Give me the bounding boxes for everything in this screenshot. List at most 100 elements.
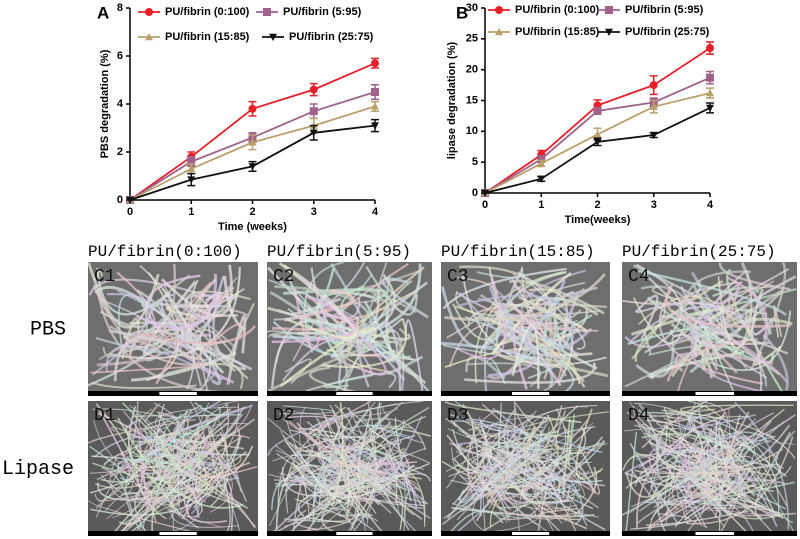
fiber bbox=[685, 436, 794, 525]
fiber bbox=[695, 433, 709, 489]
fiber bbox=[624, 316, 727, 388]
fiber bbox=[122, 329, 236, 372]
fiber bbox=[144, 414, 241, 445]
fiber bbox=[289, 429, 400, 438]
series bbox=[126, 118, 379, 204]
scale-bar bbox=[159, 392, 197, 395]
fiber bbox=[266, 330, 414, 361]
fiber bbox=[109, 263, 177, 341]
legend-label: PU/fibrin (5:95) bbox=[625, 4, 704, 16]
fiber bbox=[323, 456, 377, 533]
fiber bbox=[630, 513, 691, 530]
x-tick-label: 1 bbox=[188, 206, 194, 218]
legend-marker bbox=[145, 8, 153, 16]
line bbox=[129, 105, 376, 201]
legend-label: PU/fibrin (0:100) bbox=[515, 4, 600, 16]
fiber bbox=[330, 402, 344, 507]
fiber bbox=[562, 418, 571, 498]
fiber bbox=[404, 319, 424, 393]
fiber bbox=[634, 469, 744, 475]
legend-label: PU/fibrin (25:75) bbox=[625, 26, 710, 38]
fiber bbox=[632, 431, 770, 484]
fiber bbox=[447, 428, 608, 450]
fiber bbox=[283, 288, 388, 302]
fiber bbox=[323, 459, 376, 498]
fiber bbox=[191, 450, 240, 519]
fiber bbox=[285, 400, 423, 514]
scale-bar bbox=[336, 532, 373, 535]
x-axis-label: Time(weeks) bbox=[565, 214, 631, 226]
fiber bbox=[716, 268, 790, 305]
legend-marker bbox=[495, 28, 503, 36]
y-axis-label: PBS degradation (%) bbox=[99, 49, 111, 158]
fiber bbox=[505, 441, 560, 475]
fiber bbox=[334, 404, 356, 478]
point bbox=[126, 196, 134, 204]
fiber bbox=[282, 463, 430, 497]
fiber bbox=[494, 304, 507, 337]
panel-label: C1 bbox=[94, 267, 116, 287]
fiber bbox=[464, 362, 596, 384]
fiber bbox=[688, 404, 735, 451]
fiber bbox=[93, 269, 103, 281]
fiber bbox=[493, 464, 590, 491]
y-tick-label: 0 bbox=[117, 194, 123, 206]
fiber bbox=[512, 329, 562, 390]
fiber bbox=[486, 358, 506, 385]
legend-label: PU/fibrin (15:85) bbox=[515, 26, 600, 38]
fiber bbox=[543, 301, 552, 350]
fiber bbox=[92, 293, 152, 376]
fiber bbox=[638, 295, 742, 331]
fiber bbox=[690, 288, 782, 396]
row-label: Lipase bbox=[2, 458, 74, 481]
sem-image bbox=[441, 400, 610, 537]
fiber bbox=[292, 461, 415, 499]
fiber bbox=[676, 409, 694, 506]
fiber bbox=[694, 331, 789, 358]
fiber bbox=[121, 402, 177, 471]
y-tick-label: 8 bbox=[117, 2, 123, 14]
fiber bbox=[136, 417, 220, 464]
fiber bbox=[131, 454, 208, 493]
fiber bbox=[366, 322, 402, 395]
y-tick-label: 20 bbox=[466, 64, 478, 76]
point bbox=[481, 189, 489, 197]
column-header: PU/fibrin(25:75) bbox=[622, 243, 776, 261]
fiber bbox=[717, 276, 758, 349]
fiber bbox=[101, 466, 134, 514]
sem-image bbox=[87, 400, 258, 536]
fiber bbox=[99, 300, 148, 329]
fiber bbox=[95, 403, 136, 483]
fiber bbox=[362, 415, 426, 491]
y-tick-label: 2 bbox=[117, 146, 123, 158]
fiber bbox=[134, 426, 148, 512]
legend-marker bbox=[495, 6, 503, 14]
panel-label: D4 bbox=[628, 406, 650, 426]
fiber bbox=[384, 415, 423, 483]
x-axis-label: Time (weeks) bbox=[218, 221, 287, 233]
fiber bbox=[126, 400, 239, 439]
scale-bar bbox=[511, 392, 550, 395]
fiber bbox=[173, 333, 235, 384]
fiber bbox=[472, 474, 497, 533]
fiber bbox=[453, 420, 531, 443]
fiber bbox=[110, 411, 179, 477]
fiber bbox=[549, 482, 571, 503]
fiber bbox=[309, 434, 400, 485]
point bbox=[309, 129, 318, 137]
point bbox=[537, 159, 546, 167]
sem-image bbox=[621, 400, 797, 537]
y-axis-label: lipase degradation (%) bbox=[446, 41, 458, 159]
fiber bbox=[124, 413, 244, 532]
fiber bbox=[517, 271, 586, 350]
fiber bbox=[671, 334, 768, 379]
panel-label: A bbox=[97, 3, 109, 22]
fiber bbox=[323, 374, 373, 388]
fiber bbox=[681, 314, 738, 374]
point bbox=[706, 89, 714, 97]
fiber bbox=[503, 408, 606, 531]
fiber bbox=[136, 525, 142, 532]
fiber bbox=[440, 341, 554, 389]
x-tick-label: 1 bbox=[538, 199, 544, 211]
column-header: PU/fibrin(0:100) bbox=[88, 243, 242, 261]
